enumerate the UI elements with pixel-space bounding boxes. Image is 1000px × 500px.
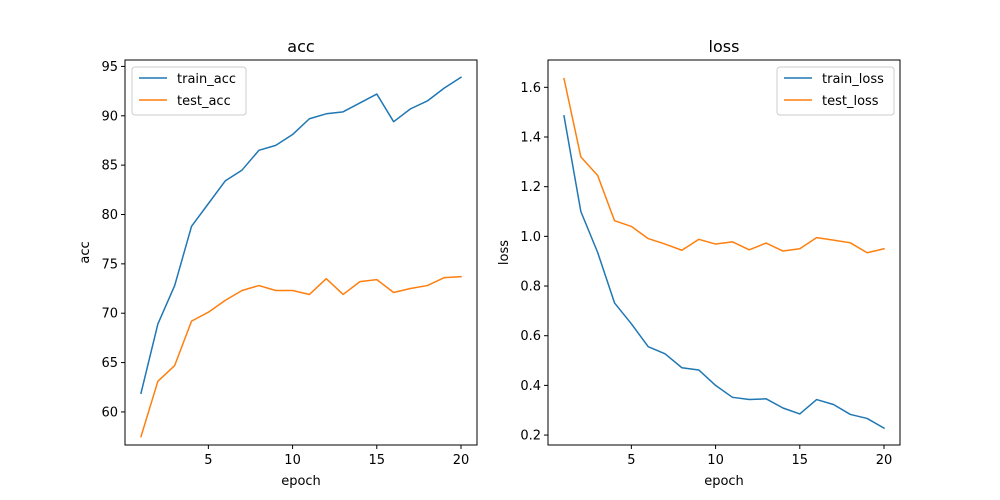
acc-y-ticks: 60 65 70 75 80 85 90 95 [101,60,125,420]
loss-y-ticks: 0.2 0.4 0.6 0.8 1.0 1.2 1.4 1.6 [520,81,548,444]
loss-x-ticks: 5 10 15 20 [627,445,892,468]
loss-legend: train_loss test_loss [776,66,895,116]
acc-y-tick-label: 80 [101,208,118,223]
loss-y-axis-label: loss [497,240,512,265]
loss-y-tick-label: 0.2 [520,429,541,444]
acc-x-tick-label: 10 [284,453,301,468]
acc-chart-title: acc [287,37,314,56]
loss-x-tick-label: 15 [792,453,809,468]
loss-legend-box [776,66,895,116]
loss-y-tick-label: 1.6 [520,81,541,96]
loss-chart: loss 5 10 15 20 0.2 0.4 0.6 0.8 1.0 1.2 1.4 1.6 ep… [497,37,901,489]
loss-chart-title: loss [709,37,740,56]
acc-y-tick-label: 75 [101,257,118,272]
loss-legend-label-test-loss: test_loss [822,94,879,109]
acc-x-tick-label: 20 [453,453,470,468]
loss-y-tick-label: 0.6 [520,329,541,344]
acc-x-tick-label: 15 [369,453,386,468]
acc-legend-label-train-acc: train_acc [177,72,236,87]
loss-y-tick-label: 0.4 [520,379,541,394]
acc-legend-label-test-acc: test_acc [177,94,231,109]
loss-y-tick-label: 0.8 [520,280,541,295]
acc-legend: train_acc test_acc [131,66,247,116]
acc-y-tick-label: 95 [101,60,118,75]
test-acc-line [140,275,462,438]
acc-y-tick-label: 65 [101,356,118,371]
loss-plot-frame [547,59,901,446]
acc-y-tick-label: 70 [101,307,118,322]
acc-chart: acc 5 10 15 20 60 65 70 75 80 85 90 95 epoch acc t… [78,37,478,489]
acc-y-tick-label: 60 [101,405,118,420]
loss-x-tick-label: 5 [627,453,635,468]
loss-legend-label-train-loss: train_loss [822,72,884,87]
acc-plot-frame [124,59,478,446]
acc-x-ticks: 5 10 15 20 [204,445,469,468]
loss-series-layer [563,77,886,430]
loss-x-axis-label: epoch [704,474,744,489]
acc-series-layer [140,76,463,438]
loss-y-tick-label: 1.2 [520,180,541,195]
loss-y-tick-label: 1.0 [520,230,541,245]
acc-x-tick-label: 5 [204,453,212,468]
acc-y-tick-label: 90 [101,109,118,124]
acc-y-tick-label: 85 [101,159,118,174]
train-loss-line [563,115,886,430]
acc-x-axis-label: epoch [281,474,321,489]
loss-y-tick-label: 1.4 [520,131,541,146]
loss-x-tick-label: 10 [707,453,724,468]
acc-legend-box [131,66,247,116]
loss-x-tick-label: 20 [876,453,893,468]
train-acc-line [140,76,463,395]
acc-y-axis-label: acc [78,241,93,263]
test-loss-line [563,77,885,254]
